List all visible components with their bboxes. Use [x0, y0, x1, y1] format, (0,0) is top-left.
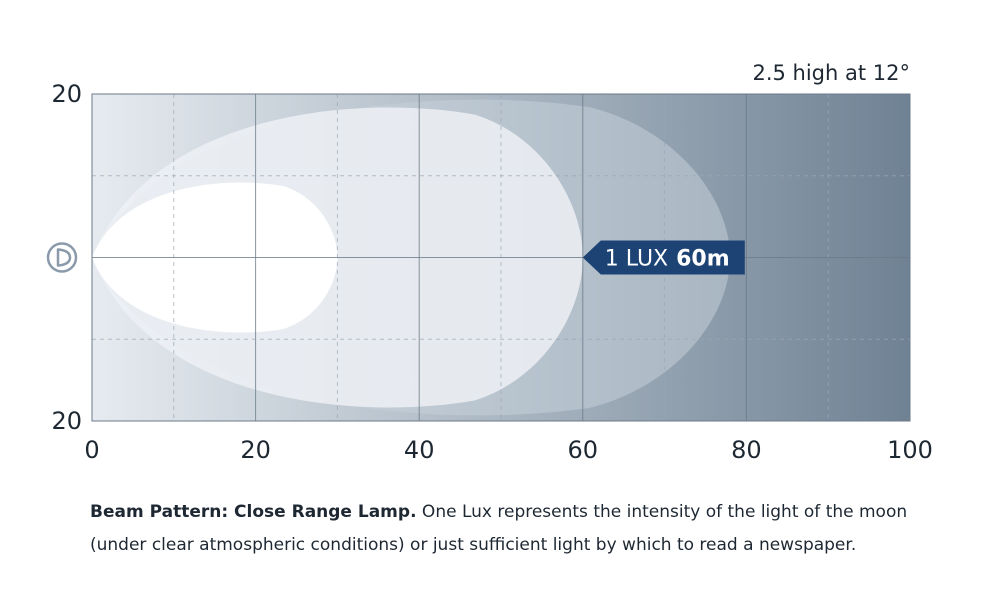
y-tick-label-bottom: 20 [51, 407, 82, 435]
x-tick-label-20: 20 [240, 436, 271, 464]
plot-frame [91, 93, 911, 422]
caption-text: One Lux represents the intensity of the … [90, 502, 908, 555]
lux-distance: 60m [676, 247, 730, 272]
y-tick-label-top: 20 [51, 80, 82, 108]
x-tick-label-80: 80 [731, 436, 762, 464]
chart-subtitle: 2.5 high at 12° [752, 61, 910, 85]
x-tick-label-0: 0 [84, 436, 99, 464]
x-tick-label-60: 60 [568, 436, 599, 464]
caption-title: Beam Pattern: Close Range Lamp. [90, 502, 417, 522]
x-tick-label-100: 100 [887, 436, 933, 464]
lux-label-text: 1 LUX 60m [605, 247, 730, 272]
x-tick-label-40: 40 [404, 436, 435, 464]
headlamp-icon [46, 242, 78, 273]
lux-label-flag [582, 240, 745, 275]
lux-label: 1 LUX [605, 247, 668, 272]
chart-caption: Beam Pattern: Close Range Lamp. One Lux … [90, 496, 930, 562]
lux-marker: 1 LUX 60m [582, 240, 745, 275]
